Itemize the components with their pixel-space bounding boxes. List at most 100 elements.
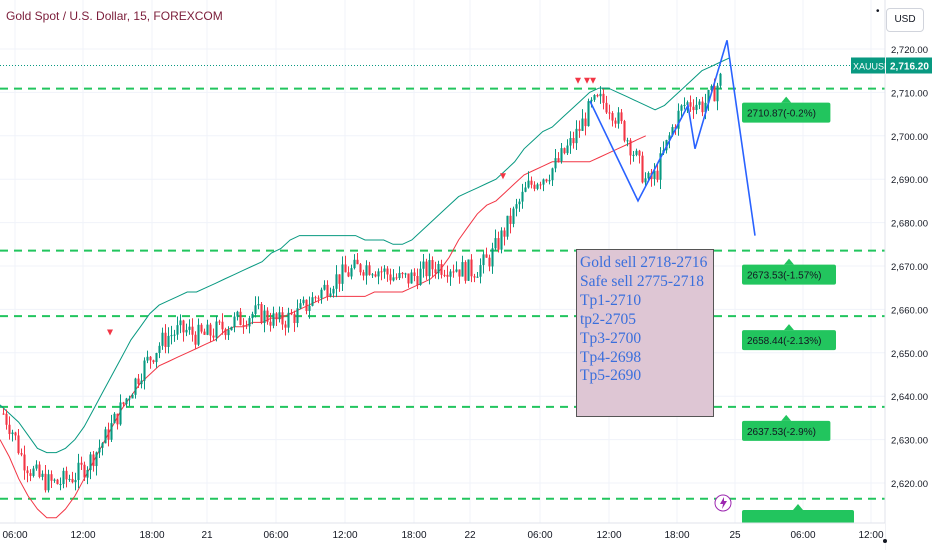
note-line: Tp4-2698 [580,348,642,366]
candle-body [500,230,503,250]
candle-body [380,271,383,273]
candle-body [425,261,428,277]
candle-body [239,311,242,326]
note-line: Tp1-2710 [580,291,642,309]
candle-body [362,272,365,276]
candle-body [395,277,398,279]
time-tick-label: 12:00 [332,530,357,541]
chart-title: Gold Spot / U.S. Dollar, 15, FOREXCOM [6,9,223,23]
price-tick-label: 2,650.00 [891,349,928,360]
candle-body [581,118,584,131]
candle-body [29,473,32,476]
candle-body [80,462,83,465]
candle-body [8,424,11,435]
candle-body [713,86,716,102]
candle-body [560,148,563,162]
candle-body [98,447,101,453]
candle-body [317,297,320,299]
candle-body [77,462,80,481]
candle-body [32,468,35,476]
projection-line [589,40,756,236]
candle-body [419,268,422,286]
candle-body [203,331,206,335]
candle-body [41,473,44,477]
candle-body [242,325,245,327]
price-tick-label: 2,670.00 [891,262,928,273]
note-line: tp2-2705 [580,310,636,328]
candle-body [2,413,5,415]
price-tick-label: 2,690.00 [891,175,928,186]
candle-body [329,293,332,297]
candle-body [188,326,191,330]
level-tag-label: 2673.53(-1.57%) [747,271,822,282]
candle-body [248,318,251,327]
candle-body [548,180,551,182]
candle-body [56,479,59,485]
candle-body [476,276,479,278]
candle-body [452,271,455,273]
time-tick-label: 21 [201,530,213,541]
price-tick-label: 2,700.00 [891,132,928,143]
price-tick-label: 2,660.00 [891,305,928,316]
sell-signal-marker [584,77,590,84]
more-dot-icon[interactable]: • [876,6,880,17]
candle-body [134,378,137,395]
candle-body [680,105,683,111]
candle-body [689,102,692,107]
time-tick-label: 12:00 [858,530,883,541]
note-line: Tp5-2690 [580,367,642,385]
candle-body [566,145,569,154]
candle-body [398,272,401,279]
symbol-tag-label: XAUUSD [853,61,891,71]
candle-body [128,398,131,400]
candle-body [122,402,125,405]
candle-body [641,155,644,183]
price-tick-label: 2,620.00 [891,479,928,490]
candle-body [434,269,437,274]
candle-body [23,454,26,471]
candle-body [446,274,449,277]
candle-body [671,127,674,136]
candle-body [647,172,650,179]
candle-body [314,297,317,299]
candle-body [254,305,257,314]
level-tag-label: 2637.53(-2.9%) [747,427,816,438]
candle-body [368,265,371,275]
candle-body [656,170,659,180]
candle-body [494,238,497,249]
candle-body [140,380,143,385]
candle-body [704,102,707,113]
upper-band [0,57,731,454]
candle-body [437,264,440,274]
candle-body [200,324,203,332]
candle-body [275,313,278,320]
candle-body [587,101,590,127]
candle-body [230,326,233,331]
candle-body [371,274,374,276]
candle-body [14,432,17,436]
candle-body [197,324,200,345]
candle-body [563,148,566,154]
currency-button[interactable]: USD [886,8,924,32]
time-tick-label: 25 [729,530,741,541]
candle-body [365,265,368,276]
candle-body [68,478,71,480]
candle-body [326,284,329,297]
candle-body [344,264,347,273]
candle-body [716,85,719,102]
candle-body [695,104,698,111]
candle-body [392,277,395,281]
level-tag [742,264,836,285]
candle-body [35,464,38,469]
candle-body [482,254,485,266]
candle-body [422,261,425,269]
candle-body [719,73,722,86]
axis-settings-icon[interactable] [883,539,887,543]
candle-body [470,259,473,277]
time-axis-bg [0,523,885,550]
candle-body [356,259,359,265]
trade-note-box[interactable]: Gold sell 2718-2716 Safe sell 2775-2718 … [576,249,714,417]
candle-body [620,112,623,122]
